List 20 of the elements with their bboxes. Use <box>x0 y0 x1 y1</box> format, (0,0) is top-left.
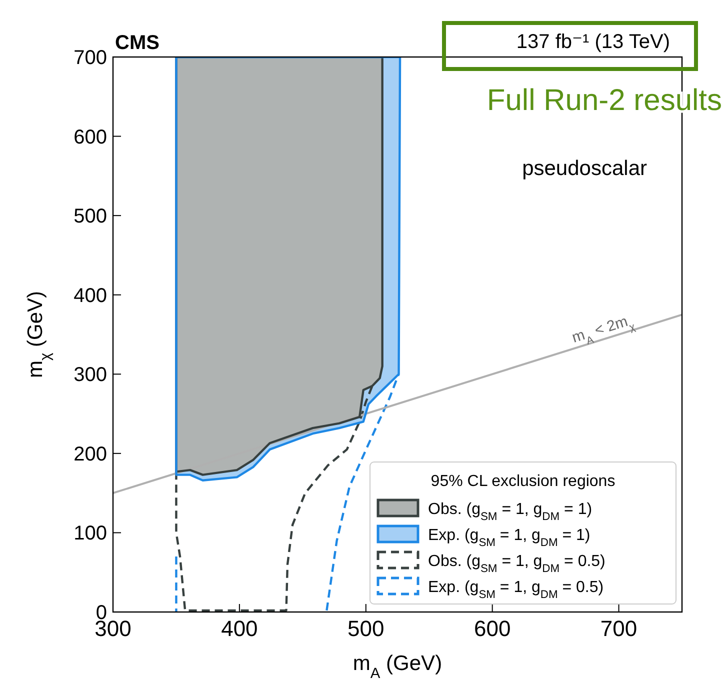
x-tick-label: 600 <box>474 616 511 641</box>
legend-label: Exp. (g$_{SM}$ = 1, g$_{DM}$ = 0.5) <box>428 579 604 601</box>
y-tick-label: 400 <box>74 284 107 307</box>
legend-label: Obs. (g$_{SM}$ = 1, g$_{DM}$ = 0.5) <box>428 553 606 575</box>
y-tick-label: 100 <box>74 522 107 545</box>
x-tick-label: 500 <box>348 616 384 641</box>
annotation: pseudoscalar <box>522 157 647 180</box>
y-tick-label: 200 <box>74 443 107 466</box>
chart-subtitle: 137 fb⁻¹ (13 TeV) <box>516 31 670 53</box>
legend-label: Obs. (g$_{SM}$ = 1, g$_{DM}$ = 1) <box>428 501 592 523</box>
y-tick-label: 600 <box>74 126 107 148</box>
legend-title: 95% CL exclusion regions <box>430 473 616 490</box>
chart-title: CMS <box>115 32 160 54</box>
y-tick-label: 700 <box>74 47 107 69</box>
legend-label: Exp. (g$_{SM}$ = 1, g$_{DM}$ = 1) <box>428 527 590 549</box>
x-axis-title: m$_{A}$ (GeV) <box>352 652 442 679</box>
y-tick-label: 300 <box>74 364 107 386</box>
x-tick-label: 700 <box>600 616 638 641</box>
x-tick-label: 400 <box>221 616 258 641</box>
y-tick-label: 500 <box>74 206 107 228</box>
